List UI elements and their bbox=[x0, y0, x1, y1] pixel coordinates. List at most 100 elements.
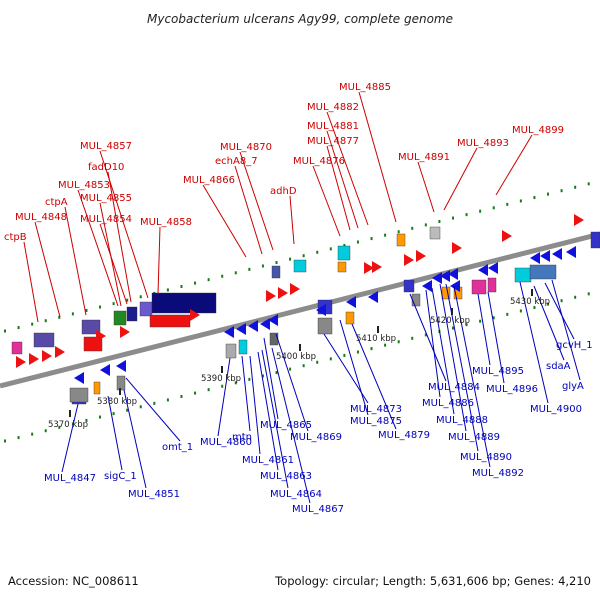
gene-label[interactable]: MUL_4891 bbox=[398, 152, 450, 163]
leader-line bbox=[217, 357, 231, 437]
gene-label[interactable]: MUL_4854 bbox=[80, 214, 132, 225]
gene-label[interactable]: MUL_4888 bbox=[436, 415, 488, 426]
gene-arrow bbox=[74, 372, 84, 384]
gene-label[interactable]: MUL_4900 bbox=[530, 404, 582, 415]
gene-feature bbox=[33, 332, 55, 348]
gene-label[interactable]: MUL_4892 bbox=[472, 468, 524, 479]
strand-tick bbox=[397, 230, 400, 234]
leader-line bbox=[261, 349, 289, 489]
strand-tick bbox=[17, 326, 20, 330]
gene-label[interactable]: ctpB bbox=[4, 232, 27, 243]
gene-label[interactable]: sigC_1 bbox=[104, 471, 137, 482]
gene-label[interactable]: MUL_4863 bbox=[260, 471, 312, 482]
gene-label[interactable]: echA8_7 bbox=[215, 156, 258, 167]
strand-tick bbox=[356, 350, 359, 354]
strand-tick bbox=[329, 247, 332, 251]
kbp-label: 5390 kbp bbox=[201, 374, 241, 384]
gene-label[interactable]: MUL_4899 bbox=[512, 125, 564, 136]
gene-label[interactable]: MUL_4886 bbox=[422, 398, 474, 409]
strand-tick bbox=[126, 408, 129, 412]
gene-arrow bbox=[224, 326, 234, 338]
strand-tick bbox=[438, 219, 441, 223]
gene-arrow bbox=[268, 314, 278, 326]
strand-tick bbox=[370, 347, 373, 351]
gene-feature bbox=[317, 317, 333, 335]
gene-label[interactable]: sdaA bbox=[546, 361, 571, 372]
gene-label[interactable]: MUL_4860 bbox=[200, 437, 252, 448]
gene-label[interactable]: fadD10 bbox=[88, 162, 124, 173]
gene-label[interactable]: MUL_4885 bbox=[339, 82, 391, 93]
strand-tick bbox=[479, 209, 482, 213]
gene-arrow bbox=[116, 360, 126, 372]
gene-label[interactable]: MUL_4857 bbox=[80, 141, 132, 152]
gene-arrow bbox=[260, 318, 270, 330]
gene-feature bbox=[151, 292, 217, 314]
leader-line bbox=[257, 351, 279, 471]
leader-line bbox=[519, 281, 549, 404]
gene-label[interactable]: MUL_4873 bbox=[350, 404, 402, 415]
gene-label[interactable]: MUL_4875 bbox=[350, 416, 402, 427]
gene-label[interactable]: MUL_4889 bbox=[448, 432, 500, 443]
gene-label[interactable]: MUL_4895 bbox=[472, 366, 524, 377]
gene-label[interactable]: MUL_4882 bbox=[307, 102, 359, 113]
gene-label[interactable]: MUL_4861 bbox=[242, 455, 294, 466]
gene-label[interactable]: MUL_4877 bbox=[307, 136, 359, 147]
strand-tick bbox=[180, 285, 183, 289]
gene-features bbox=[11, 214, 600, 405]
gene-label[interactable]: gcvH_1 bbox=[556, 340, 593, 351]
leader-line bbox=[477, 293, 491, 366]
gene-feature bbox=[529, 264, 557, 280]
strand-tick bbox=[44, 429, 47, 433]
gene-arrow bbox=[29, 353, 39, 365]
kbp-tick bbox=[451, 308, 453, 315]
gene-label[interactable]: MUL_4853 bbox=[58, 180, 110, 191]
strand-tick bbox=[587, 182, 590, 186]
gene-label[interactable]: MUL_4896 bbox=[486, 384, 538, 395]
gene-feature bbox=[345, 311, 355, 325]
gene-label[interactable]: ctpA bbox=[45, 197, 68, 208]
gene-label[interactable]: MUL_4870 bbox=[220, 142, 272, 153]
strand-tick bbox=[99, 415, 102, 419]
gene-label[interactable]: MUL_4869 bbox=[290, 432, 342, 443]
gene-label[interactable]: MUL_4866 bbox=[183, 175, 235, 186]
gene-label[interactable]: mtn bbox=[232, 432, 252, 443]
gene-label[interactable]: MUL_4893 bbox=[457, 138, 509, 149]
strand-tick bbox=[424, 333, 427, 337]
strand-tick bbox=[560, 299, 563, 303]
gene-label[interactable]: omt_1 bbox=[162, 442, 193, 453]
gene-label[interactable]: MUL_4879 bbox=[378, 430, 430, 441]
kbp-markers: 5370 kbp 5380 kbp 5390 kbp 5400 kbp 5410 kbp… bbox=[48, 289, 550, 430]
gene-label[interactable]: MUL_4876 bbox=[293, 156, 345, 167]
gene-label[interactable]: MUL_4851 bbox=[128, 489, 180, 500]
leader-line bbox=[495, 134, 533, 196]
gene-label[interactable]: MUL_4847 bbox=[44, 473, 96, 484]
strand-tick bbox=[58, 425, 61, 429]
gene-label[interactable]: MUL_4890 bbox=[460, 452, 512, 463]
gene-arrow bbox=[55, 346, 65, 358]
strand-tick bbox=[533, 196, 536, 200]
strand-tick bbox=[207, 388, 210, 392]
gene-arrow bbox=[422, 280, 432, 292]
gene-label[interactable]: MUL_4867 bbox=[292, 504, 344, 515]
gene-label[interactable]: adhD bbox=[270, 186, 297, 197]
strand-tick bbox=[85, 308, 88, 312]
gene-label[interactable]: MUL_4858 bbox=[140, 217, 192, 228]
gene-arrow bbox=[248, 320, 258, 332]
gene-label[interactable]: MUL_4848 bbox=[15, 212, 67, 223]
gene-label[interactable]: MUL_4855 bbox=[80, 193, 132, 204]
gene-label[interactable]: MUL_4884 bbox=[428, 382, 480, 393]
gene-label[interactable]: MUL_4865 bbox=[260, 420, 312, 431]
leader-line bbox=[61, 403, 79, 473]
gene-arrow bbox=[368, 291, 378, 303]
kbp-label: 5370 kbp bbox=[48, 420, 88, 430]
strand-tick bbox=[329, 357, 332, 361]
gene-label[interactable]: MUL_4881 bbox=[307, 121, 359, 132]
strand-tick bbox=[221, 384, 224, 388]
kbp-tick bbox=[531, 289, 533, 296]
gene-label[interactable]: MUL_4864 bbox=[270, 489, 322, 500]
strand-tick bbox=[85, 418, 88, 422]
gene-feature bbox=[269, 332, 279, 346]
leader-line bbox=[544, 282, 575, 340]
leader-line bbox=[64, 206, 87, 316]
gene-label[interactable]: glyA bbox=[562, 381, 584, 392]
